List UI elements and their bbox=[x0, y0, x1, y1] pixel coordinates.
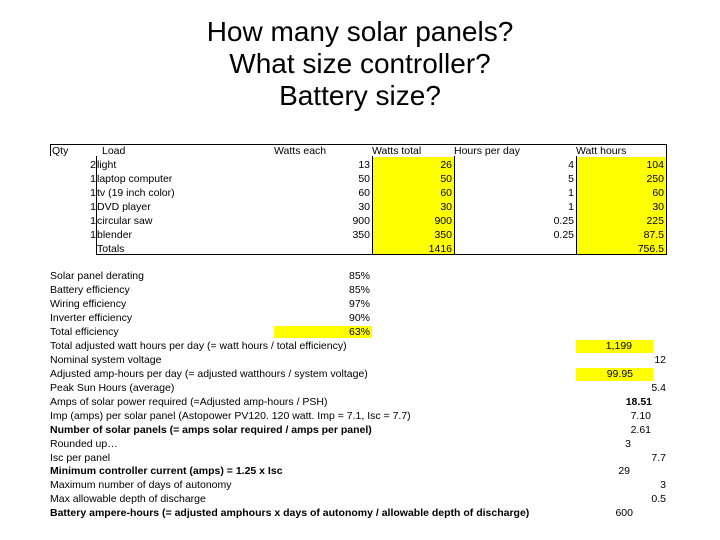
row-6-watts-total: 350 bbox=[434, 229, 452, 241]
efficiency-5-label: Total efficiency bbox=[50, 326, 119, 338]
row-2-hours: 5 bbox=[568, 173, 574, 185]
efficiency-3-label: Wiring efficiency bbox=[50, 298, 127, 310]
row-6-hours: 0.25 bbox=[553, 229, 574, 241]
calc-6-label: Imp (amps) per solar panel (Astopower PV… bbox=[50, 410, 411, 422]
adjusted-watt-hours-highlight bbox=[576, 340, 653, 353]
calc-5-value: 18.51 bbox=[625, 396, 652, 408]
calc-2-value: 12 bbox=[654, 354, 666, 366]
slide-title: How many solar panels? What size control… bbox=[0, 16, 720, 112]
calc-8-label: Rounded up… bbox=[50, 438, 118, 450]
totals-watts-total: 1416 bbox=[428, 243, 452, 255]
header-watts-total: Watts total bbox=[372, 145, 422, 157]
row-6-watt-hours: 87.5 bbox=[643, 229, 664, 241]
row-4-watts-total: 30 bbox=[440, 201, 452, 213]
row-5-qty: 1 bbox=[90, 215, 96, 227]
calc-6-value: 7.10 bbox=[630, 410, 651, 422]
row-3-qty: 1 bbox=[90, 187, 96, 199]
calc-3-label: Adjusted amp-hours per day (= adjusted w… bbox=[50, 368, 368, 380]
calc-5-label: Amps of solar power required (=Adjusted … bbox=[50, 396, 328, 408]
row-2-watts-each: 50 bbox=[358, 173, 370, 185]
efficiency-5-value: 63% bbox=[348, 326, 370, 338]
calc-2-label: Nominal system voltage bbox=[50, 354, 162, 366]
calc-13-value: 600 bbox=[615, 507, 633, 519]
calc-8-value: 3 bbox=[625, 438, 631, 450]
total-efficiency-highlight bbox=[274, 326, 372, 338]
row-6-watts-each: 350 bbox=[352, 229, 370, 241]
table-left-border bbox=[50, 144, 51, 156]
header-load: Load bbox=[102, 145, 126, 157]
calc-4-label: Peak Sun Hours (average) bbox=[50, 382, 175, 394]
efficiency-3-value: 97% bbox=[348, 298, 370, 310]
calc-12-label: Max allowable depth of discharge bbox=[50, 493, 206, 505]
row-3-load: tv (19 inch color) bbox=[97, 187, 175, 199]
title-line-3: Battery size? bbox=[279, 80, 441, 111]
row-4-hours: 1 bbox=[568, 201, 574, 213]
calc-1-value: 1,199 bbox=[605, 340, 632, 352]
row-4-qty: 1 bbox=[90, 201, 96, 213]
efficiency-1-label: Solar panel derating bbox=[50, 270, 144, 282]
watts-total-right-border bbox=[454, 156, 455, 255]
row-2-watt-hours: 250 bbox=[646, 173, 664, 185]
row-6-load: blender bbox=[97, 229, 133, 241]
header-hours-per-day: Hours per day bbox=[454, 145, 520, 157]
watts-each-right-border bbox=[372, 156, 373, 255]
calc-3-value: 99.95 bbox=[606, 368, 633, 380]
row-1-hours: 4 bbox=[568, 159, 574, 171]
calc-7-label: Number of solar panels (= amps solar req… bbox=[50, 424, 372, 436]
row-5-watt-hours: 225 bbox=[646, 215, 664, 227]
calc-10-label: Minimum controller current (amps) = 1.25… bbox=[50, 465, 283, 477]
title-line-1: How many solar panels? bbox=[206, 16, 514, 47]
row-3-watts-each: 60 bbox=[358, 187, 370, 199]
row-1-watts-total: 26 bbox=[440, 159, 452, 171]
row-1-load: light bbox=[97, 159, 117, 171]
header-qty: Qty bbox=[52, 145, 69, 157]
load-column-left-border bbox=[96, 156, 97, 255]
watts-total-highlight bbox=[373, 157, 454, 254]
calc-10-value: 29 bbox=[618, 465, 630, 477]
calc-11-label: Maximum number of days of autonomy bbox=[50, 479, 232, 491]
row-2-qty: 1 bbox=[90, 173, 96, 185]
row-5-watts-total: 900 bbox=[434, 215, 452, 227]
row-3-hours: 1 bbox=[568, 187, 574, 199]
totals-watt-hours: 756.5 bbox=[637, 243, 664, 255]
table-right-border bbox=[666, 144, 667, 255]
calc-12-value: 0.5 bbox=[651, 493, 666, 505]
totals-label: Totals bbox=[97, 243, 125, 255]
calc-9-label: Isc per panel bbox=[50, 452, 111, 464]
row-2-watts-total: 50 bbox=[440, 173, 452, 185]
header-watts-each: Watts each bbox=[274, 145, 327, 157]
row-3-watts-total: 60 bbox=[440, 187, 452, 199]
row-5-load: circular saw bbox=[97, 215, 153, 227]
calc-4-value: 5.4 bbox=[651, 382, 666, 394]
row-1-qty: 2 bbox=[90, 159, 96, 171]
row-3-watt-hours: 60 bbox=[652, 187, 664, 199]
adjusted-amp-hours-highlight bbox=[576, 368, 653, 381]
calc-13-label: Battery ampere-hours (= adjusted amphour… bbox=[50, 507, 530, 519]
row-5-watts-each: 900 bbox=[352, 215, 370, 227]
calc-7-value: 2.61 bbox=[630, 424, 651, 436]
efficiency-2-value: 85% bbox=[348, 284, 370, 296]
header-watt-hours: Watt hours bbox=[576, 145, 627, 157]
efficiency-2-label: Battery efficiency bbox=[50, 284, 130, 296]
efficiency-4-value: 90% bbox=[348, 312, 370, 324]
calc-9-value: 7.7 bbox=[651, 452, 666, 464]
efficiency-1-value: 85% bbox=[348, 270, 370, 282]
table-bottom-border bbox=[96, 254, 667, 255]
title-line-2: What size controller? bbox=[229, 48, 491, 79]
calc-1-label: Total adjusted watt hours per day (= wat… bbox=[50, 340, 347, 352]
efficiency-4-label: Inverter efficiency bbox=[50, 312, 133, 324]
row-4-watt-hours: 30 bbox=[652, 201, 664, 213]
watt-hours-highlight bbox=[577, 157, 666, 254]
row-1-watt-hours: 104 bbox=[646, 159, 664, 171]
row-5-hours: 0.25 bbox=[553, 215, 574, 227]
table-top-border bbox=[50, 144, 667, 145]
row-2-load: laptop computer bbox=[97, 173, 173, 185]
row-6-qty: 1 bbox=[90, 229, 96, 241]
hours-right-border bbox=[576, 156, 577, 255]
row-4-watts-each: 30 bbox=[358, 201, 370, 213]
row-1-watts-each: 13 bbox=[358, 159, 370, 171]
calc-11-value: 3 bbox=[660, 479, 666, 491]
row-4-load: DVD player bbox=[97, 201, 151, 213]
